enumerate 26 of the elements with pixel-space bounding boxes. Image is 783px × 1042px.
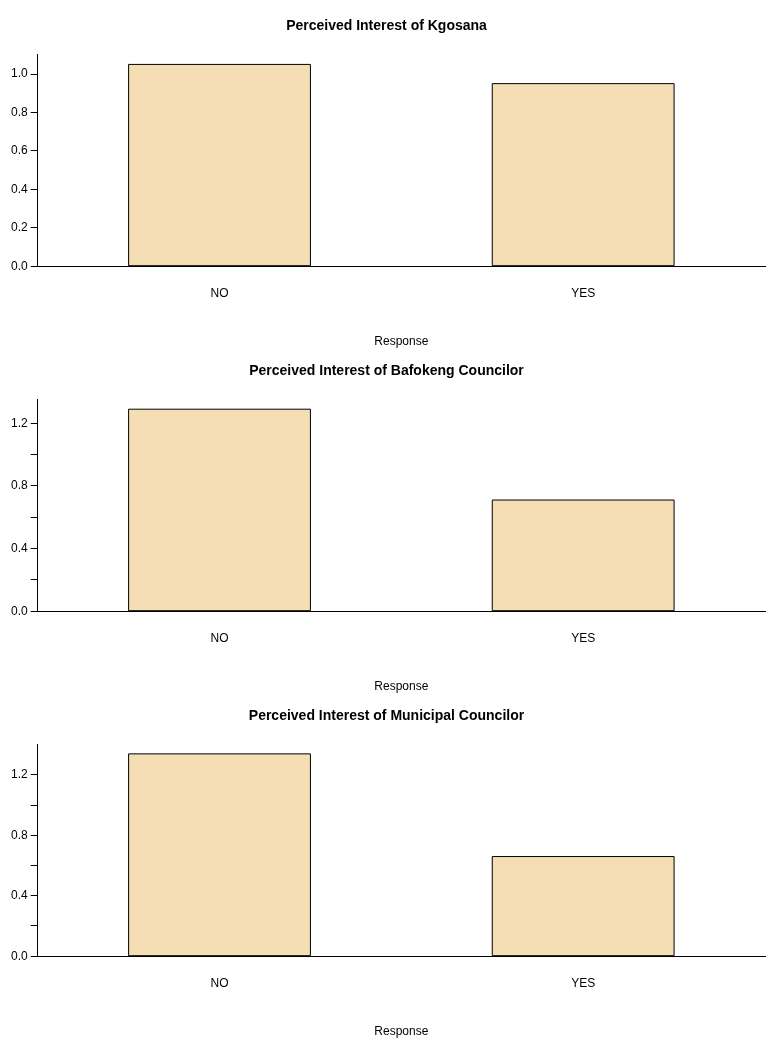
y-tick-label: 0.0: [10, 948, 28, 963]
y-tick-label: 0.8: [10, 104, 28, 119]
y-tick-label: 1.2: [10, 767, 28, 782]
x-tick-label: NO: [210, 975, 229, 990]
x-tick-label: NO: [210, 285, 229, 300]
x-tick-label: NO: [210, 630, 229, 645]
x-axis-title: Response: [374, 334, 429, 349]
x-tick-label: YES: [571, 975, 596, 990]
x-tick-label: YES: [571, 285, 596, 300]
y-tick-label: 0.8: [10, 827, 28, 842]
y-tick-label: 0.2: [10, 220, 28, 235]
x-axis-title: Response: [374, 679, 429, 694]
chart-title: Perceived Interest of Bafokeng Councilor: [249, 362, 525, 379]
y-tick-label: 0.6: [10, 143, 28, 158]
y-tick-label: 0.8: [10, 478, 28, 493]
y-tick-label: 0.0: [10, 603, 28, 618]
y-tick-label: 0.4: [10, 540, 28, 555]
y-tick-label: 1.2: [10, 415, 28, 430]
y-tick-label: 0.0: [10, 258, 28, 273]
chart-title: Perceived Interest of Kgosana: [286, 17, 488, 34]
y-tick-label: 0.4: [10, 181, 28, 196]
y-tick-label: 1.0: [10, 66, 28, 81]
x-tick-label: YES: [571, 630, 596, 645]
chart-title: Perceived Interest of Municipal Councilor: [248, 707, 525, 724]
x-axis-title: Response: [374, 1024, 429, 1039]
y-tick-label: 0.4: [10, 888, 28, 903]
